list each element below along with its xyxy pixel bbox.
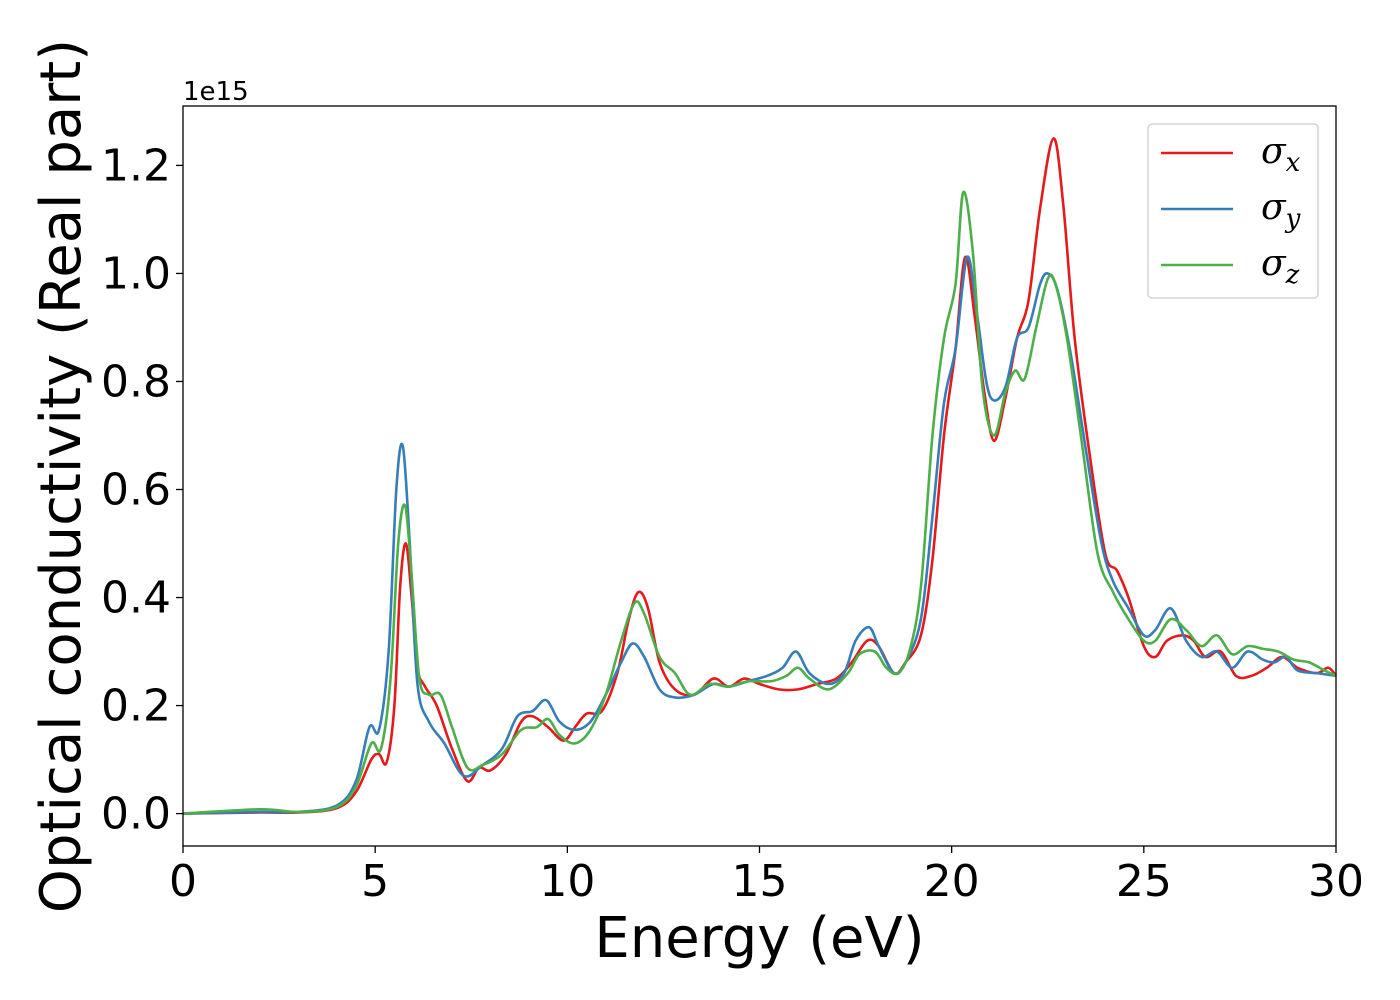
legend-label-z: σz bbox=[1261, 243, 1300, 290]
y-tick-label: 1.2 bbox=[101, 140, 171, 191]
legend: σx σy σz bbox=[1147, 123, 1319, 299]
series-line-z bbox=[182, 190, 1337, 815]
x-tick-label: 20 bbox=[924, 856, 980, 907]
y-tick-label: 0.4 bbox=[101, 573, 171, 624]
y-tick-label: 0.0 bbox=[101, 789, 171, 840]
series-layer bbox=[182, 137, 1338, 815]
tick-layer: 0 5 10 15 20 25 30 0.0 0.2 0.4 0.6 0.8 1.0 1.2 bbox=[101, 140, 1364, 907]
series-line-x bbox=[182, 137, 1338, 815]
legend-box bbox=[1147, 123, 1319, 299]
x-tick-label: 15 bbox=[732, 856, 788, 907]
legend-label-y: σy bbox=[1261, 187, 1301, 234]
y-tick-label: 0.8 bbox=[101, 356, 171, 407]
x-tick-label: 5 bbox=[361, 856, 389, 907]
x-tick-label: 25 bbox=[1116, 856, 1172, 907]
x-tick-label: 30 bbox=[1308, 856, 1364, 907]
y-tick-label: 0.2 bbox=[101, 681, 171, 732]
y-axis-label: Optical conductivity (Real part) bbox=[29, 39, 94, 913]
x-tick-label: 10 bbox=[539, 856, 595, 907]
y-tick-label: 0.6 bbox=[101, 465, 171, 516]
y-tick-label: 1.0 bbox=[101, 248, 171, 299]
x-axis-label: Energy (eV) bbox=[594, 906, 924, 971]
legend-label-x: σx bbox=[1261, 131, 1301, 178]
series-line-y bbox=[182, 255, 1337, 815]
y-offset-label: 1e15 bbox=[183, 77, 249, 107]
x-tick-label: 0 bbox=[169, 856, 197, 907]
plot-frame bbox=[182, 105, 1337, 847]
